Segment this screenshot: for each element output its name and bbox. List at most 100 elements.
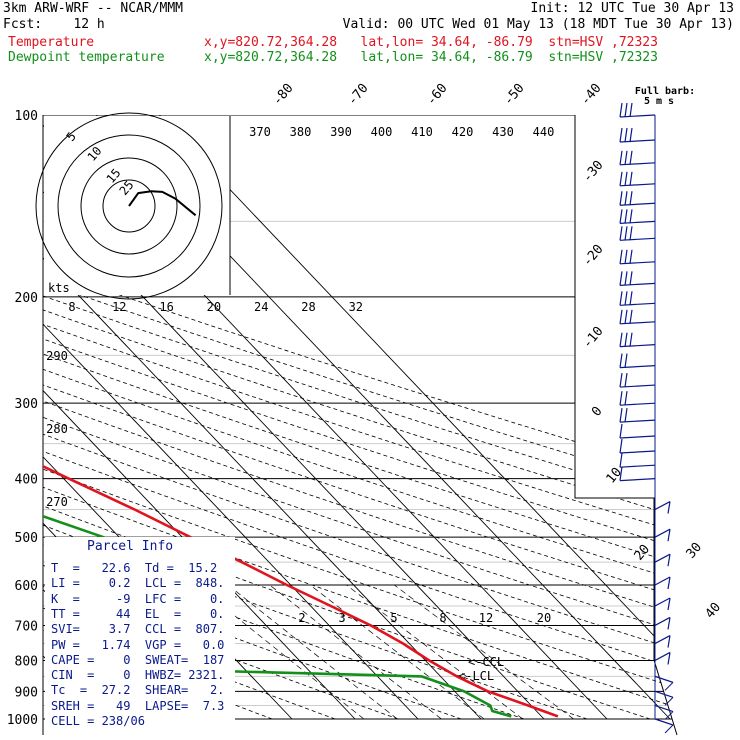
wind-barb-key-label: Full barb: [635, 86, 695, 97]
pressure-tick-label: 300 [15, 397, 38, 412]
wind-barb [654, 635, 671, 648]
wind-barb [654, 576, 671, 590]
wind-barb [654, 616, 671, 630]
pressure-tick-label: 200 [15, 291, 38, 306]
parcel-info-row: SVI= 3.7 CCL = 807. [51, 622, 225, 637]
dry-adiabat-line [43, 115, 677, 720]
isotherm-label: 40 [703, 600, 725, 622]
theta-e-label: 430 [492, 125, 514, 139]
isotherm-line [43, 115, 356, 720]
mixing-ratio-label: 2 [298, 611, 305, 625]
hodograph-ring [35, 112, 223, 300]
isotherm-line [43, 115, 419, 720]
hodograph-speed-label: 8 [68, 300, 75, 314]
wind-barb [619, 209, 656, 224]
theta-e-label: 400 [371, 125, 393, 139]
wind-barb [654, 690, 674, 706]
mixing-ratio-line [227, 584, 398, 720]
parcel-info-row: K = -9 LFC = 0. [51, 591, 225, 606]
wind-barb [654, 651, 671, 665]
wind-barb [654, 675, 674, 691]
forecast-hour: Fcst: 12 h [3, 17, 105, 32]
wind-barb [619, 466, 656, 482]
mixing-ratio-label: 5 [390, 611, 397, 625]
theta-e-label: 370 [249, 125, 271, 139]
dewpoint-curve [43, 115, 512, 718]
hodograph-ring [57, 134, 201, 278]
mixing-ratio-line [269, 584, 442, 720]
valid-time: Valid: 00 UTC Wed 01 May 13 (18 MDT Tue … [342, 17, 734, 32]
isotherm-label: 30 [684, 540, 706, 562]
hodograph-background [44, 116, 230, 295]
parcel-info-title: Parcel Info [87, 539, 174, 554]
wind-barb [654, 597, 671, 611]
wind-barb [619, 309, 656, 325]
temperature-legend: Temperature [8, 35, 95, 50]
theta-label: 270 [46, 495, 68, 509]
theta-label: 290 [46, 349, 68, 363]
hodograph-speed-label: 12 [112, 300, 126, 314]
parcel-info-row: Tc = 27.2 SHEAR= 2. [51, 683, 225, 698]
dewpoint-station-info: x,y=820.72,364.28 lat,lon= 34.64, -86.79… [204, 50, 658, 65]
isotherm-label: -20 [580, 242, 607, 270]
pressure-tick-label: 1000 [7, 713, 38, 728]
init-time: Init: 12 UTC Tue 30 Apr 13 [530, 1, 735, 16]
isotherm-label: -10 [580, 324, 607, 352]
parcel-info-box: Parcel Info T = 22.6 Td = 15.2 LI = 0.2 L… [45, 537, 235, 729]
mixing-ratio-line [346, 584, 524, 720]
wind-barb [619, 372, 656, 388]
wind-barb [619, 291, 656, 306]
dry-adiabat-line [43, 115, 677, 720]
isotherm-line [43, 115, 482, 720]
lcl-marker: <-LCL [458, 669, 494, 683]
theta-e-label: 380 [290, 125, 312, 139]
isotherm-label: 20 [632, 542, 654, 564]
wind-barb [619, 453, 656, 468]
wind-barb [619, 271, 656, 286]
wind-barb [619, 408, 656, 423]
parcel-info-row: PW = 1.74 VGP = 0.0 [51, 637, 225, 652]
theta-e-label: 410 [411, 125, 433, 139]
dry-adiabat-line [43, 115, 677, 720]
dry-adiabat-line [43, 115, 677, 720]
pressure-tick-label: 500 [15, 531, 38, 546]
isotherm-label: 0 [589, 404, 606, 420]
hodograph-speed-label: 32 [349, 300, 363, 314]
hodograph-ring [102, 179, 156, 233]
wind-barb [619, 191, 656, 206]
parcel-info-row: TT = 44 EL = 0. [51, 606, 225, 621]
pressure-tick-label: 800 [15, 654, 38, 669]
model-title: 3km ARW-WRF -- NCAR/MMM [3, 1, 184, 16]
wind-barb [654, 718, 674, 734]
pressure-tick-label: 600 [15, 579, 38, 594]
theta-e-label: 390 [330, 125, 352, 139]
parcel-info-row: SREH = 49 LAPSE= 7.3 [51, 698, 225, 713]
pressure-tick-label: 400 [15, 473, 38, 488]
mixing-ratio-label: 3 [338, 611, 345, 625]
wind-barb [654, 553, 671, 567]
temperature-station-info: x,y=820.72,364.28 lat,lon= 34.64, -86.79… [204, 35, 658, 50]
isotherm-label: -80 [270, 81, 297, 109]
mixing-ratio-label: 20 [537, 611, 551, 625]
dry-adiabat-line [43, 115, 677, 720]
pressure-tick-label: 700 [15, 619, 38, 634]
ccl-marker: <-CCL [468, 655, 504, 669]
dry-adiabat-line [43, 115, 677, 720]
wind-barb-key-units: 5 m s [644, 96, 674, 107]
hodograph-speed-label: 28 [301, 300, 315, 314]
parcel-info-row: CIN = 0 HWBZ= 2321. [51, 668, 225, 683]
dry-adiabat-line [43, 115, 677, 720]
hodograph-units-label: kts [48, 281, 70, 295]
wind-barb [619, 423, 656, 439]
wind-barb [619, 102, 656, 118]
temperature-curve [43, 115, 559, 718]
wind-barb [619, 438, 656, 454]
theta-e-label: 440 [533, 125, 555, 139]
dry-adiabat-line [43, 115, 462, 720]
parcel-info-row: CAPE = 0 SWEAT= 187 [51, 652, 225, 667]
isotherm-line [158, 115, 677, 720]
pressure-tick-label: 100 [15, 109, 38, 124]
wind-barb [619, 127, 656, 143]
theta-e-label: 420 [452, 125, 474, 139]
